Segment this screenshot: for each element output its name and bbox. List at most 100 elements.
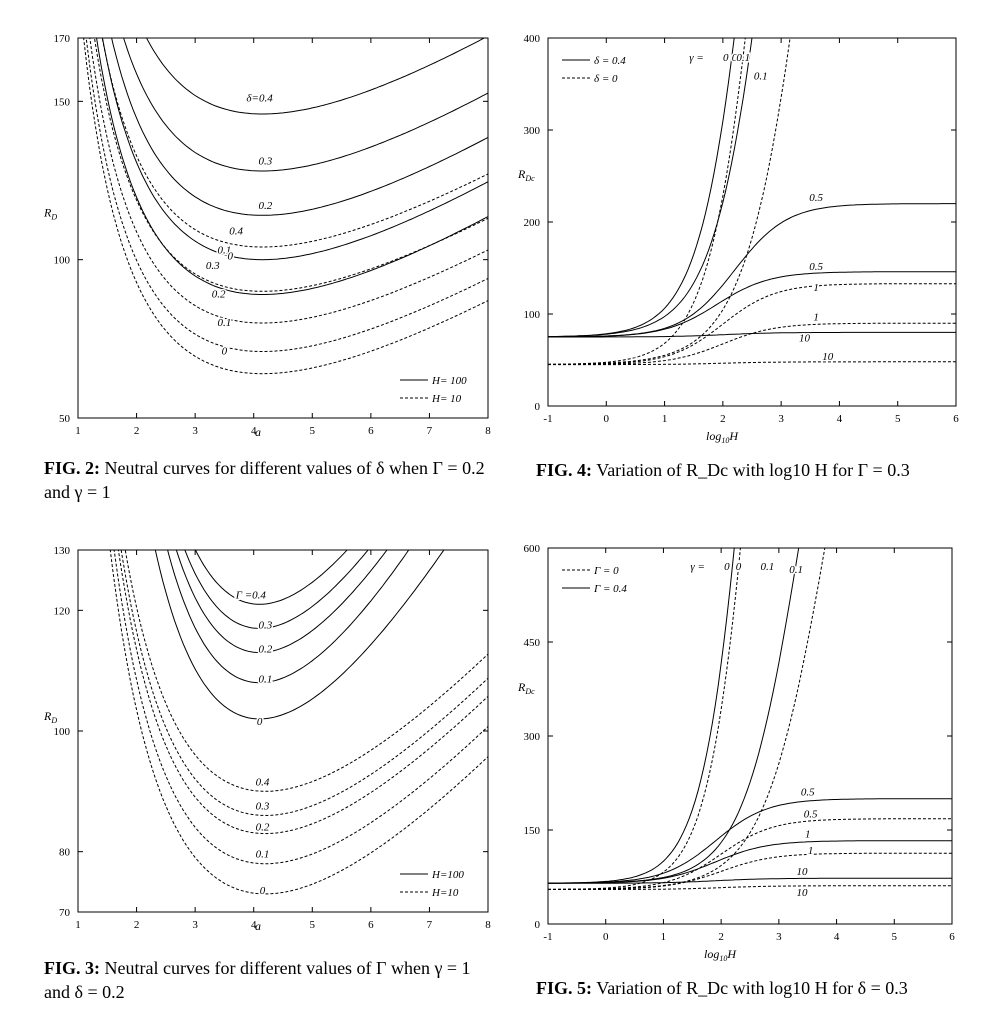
y-tick-label: 150 <box>54 96 71 108</box>
y-tick-label: 130 <box>54 545 71 557</box>
curve-label: 0.1 <box>789 564 803 576</box>
curve-dashed-0_3 <box>120 550 488 817</box>
gamma-label: γ = <box>689 52 704 64</box>
x-tick-label: 6 <box>953 413 959 425</box>
figure-2-chart: 1 2 3 4 5 6 7 850100150170aRDδ=0.40.30.20.100.4… <box>43 33 491 439</box>
x-tick-label: 3 <box>778 413 784 425</box>
figure-2-caption-label: FIG. 2: <box>44 458 100 478</box>
figure-3-caption-text: Neutral curves for different values of Γ… <box>44 958 471 1002</box>
curves-group <box>83 38 488 375</box>
x-tick-label: 2 <box>134 425 140 437</box>
curve-label: 0.3 <box>259 619 273 631</box>
curve-label: 0 <box>724 561 730 573</box>
x-axis-label: a <box>255 919 261 933</box>
curve-dashed-0_2 <box>89 38 488 324</box>
curves-group <box>548 548 952 890</box>
curve-dashed-0_3 <box>93 38 488 292</box>
curve-solid-0_3 <box>123 38 488 172</box>
y-tick-label: 200 <box>524 217 541 229</box>
figure-4-rdc-vs-logh: -1 0 1 2 3 4 5 6 0 100 200 300 400 log10H RDc 0 0 0.1 0.1 0… <box>500 0 995 500</box>
figure-4-caption-text: Variation of R_Dc with log10 H for Γ = 0… <box>596 460 910 480</box>
y-tick-label: 0 <box>535 919 541 931</box>
curve-label: 0 <box>228 251 234 263</box>
legend-entry: δ = 0.4 <box>594 55 626 67</box>
curve-label: 0.4 <box>256 776 270 788</box>
curves-group <box>109 550 488 895</box>
curve-solid-1 <box>548 840 952 884</box>
y-tick-label: 400 <box>524 33 541 45</box>
x-tick-label: 3 <box>776 931 782 943</box>
curve-solid-0_4 <box>194 550 348 605</box>
curve-label: 0.5 <box>804 808 818 820</box>
curve-label: 0 <box>222 346 228 358</box>
curve-solid-0_4 <box>145 38 486 115</box>
curve-label: 0.5 <box>809 192 823 204</box>
curve-dashed-0_5 <box>548 818 952 890</box>
curve-label: 0.3 <box>206 260 220 272</box>
x-tick-label: 6 <box>368 425 374 437</box>
figure-5-caption: FIG. 5: Variation of R_Dc with log10 H f… <box>536 976 986 1000</box>
x-tick-label: 8 <box>485 919 491 931</box>
curve-label: 0.1 <box>736 52 750 64</box>
x-axis-label: log10H <box>704 947 737 963</box>
curve-label: 10 <box>799 333 811 345</box>
legend-entry: H= 100 <box>431 375 467 387</box>
x-tick-label: 1 <box>661 931 667 943</box>
figure-2-neutral-curves-delta: 1 2 3 4 5 6 7 8 50 100 150 170 a RD δ=0.4 0.3 0.2 0.1 0 0.4… <box>0 0 500 502</box>
x-tick-label: 2 <box>718 931 724 943</box>
x-tick-label: 5 <box>310 919 316 931</box>
curve-solid-0_1 <box>167 550 410 684</box>
y-tick-label: 0 <box>535 401 541 413</box>
figure-3-neutral-curves-gamma: 1 2 3 4 5 6 7 8 70 80 100 120 130 a RD Γ =0.4 0.3 0.2 0.1 0… <box>0 520 500 1028</box>
curves-group <box>548 38 956 366</box>
curve-label: 0.5 <box>809 261 823 273</box>
curve-solid-0 <box>548 548 735 884</box>
curve-label: 1 <box>808 845 814 857</box>
curve-label: δ=0.4 <box>246 92 273 104</box>
y-tick-label: 300 <box>524 125 541 137</box>
figure-5-caption-text: Variation of R_Dc with log10 H for δ = 0… <box>596 978 908 998</box>
curve-label: 0.1 <box>218 244 232 256</box>
y-axis-label: RD <box>43 206 57 222</box>
curve-label: 0.3 <box>259 156 273 168</box>
plot-frame <box>547 547 953 925</box>
curve-label: 0.1 <box>754 70 768 82</box>
x-axis-label: log10H <box>706 429 739 445</box>
x-tick-label: 5 <box>892 931 898 943</box>
figure-5-caption-label: FIG. 5: <box>536 978 592 998</box>
x-tick-label: -1 <box>543 931 552 943</box>
x-tick-label: 3 <box>192 425 198 437</box>
curve-label: 0.1 <box>218 317 232 329</box>
x-tick-label: 4 <box>251 919 257 931</box>
y-tick-label: 100 <box>54 726 71 738</box>
y-tick-label: 50 <box>59 413 71 425</box>
y-tick-label: 120 <box>54 605 71 617</box>
curve-solid-0_2 <box>111 38 488 216</box>
gamma-label: γ = <box>690 561 705 573</box>
x-tick-label: 8 <box>485 425 491 437</box>
legend-entry: H=100 <box>431 869 464 881</box>
plot-frame <box>547 37 957 407</box>
x-tick-label: 4 <box>251 425 257 437</box>
y-axis-label: RDc <box>517 680 535 696</box>
x-tick-label: 3 <box>192 919 198 931</box>
x-tick-label: 6 <box>368 919 374 931</box>
figure-3-caption-label: FIG. 3: <box>44 958 100 978</box>
y-tick-label: 100 <box>524 309 541 321</box>
curve-label: 0 <box>732 52 738 64</box>
y-tick-label: 450 <box>524 637 541 649</box>
curve-solid-0_1 <box>548 38 753 338</box>
curve-label: 10 <box>796 887 808 899</box>
x-tick-label: 7 <box>427 425 433 437</box>
y-tick-label: 70 <box>59 907 71 919</box>
x-tick-label: 2 <box>720 413 726 425</box>
figure-2-caption: FIG. 2: Neutral curves for different val… <box>44 456 499 504</box>
curve-dashed-0_1 <box>85 38 488 352</box>
figure-4-caption: FIG. 4: Variation of R_Dc with log10 H f… <box>536 458 986 482</box>
y-tick-label: 170 <box>54 33 71 45</box>
x-tick-label: 7 <box>427 919 433 931</box>
y-axis-label: RD <box>43 709 57 725</box>
curve-label: 0 <box>723 52 729 64</box>
curve-dashed-0 <box>83 38 488 375</box>
curve-label: 0.2 <box>256 822 270 834</box>
